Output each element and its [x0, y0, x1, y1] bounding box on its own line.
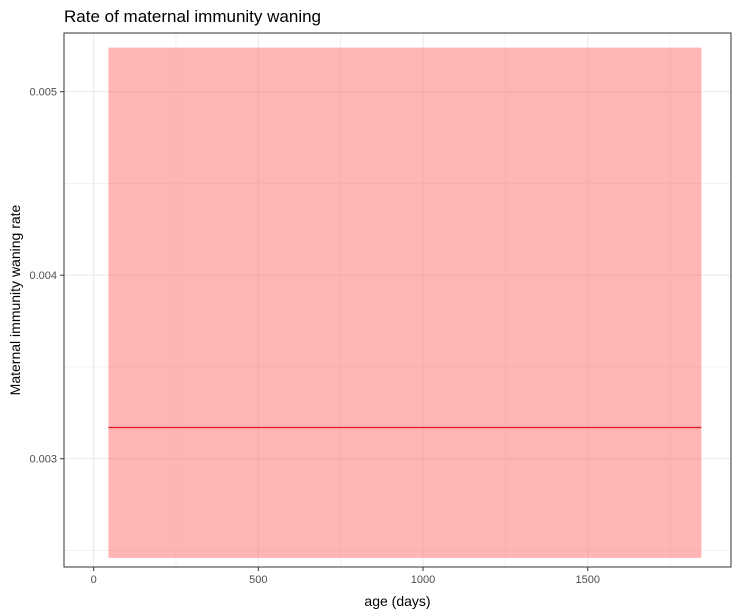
y-tick-label: 0.004	[29, 270, 57, 282]
axis-layer: 0 500 1000 1500 0.003 0.004 0.005	[29, 87, 599, 586]
confidence-ribbon	[108, 47, 702, 558]
x-tick-label: 1500	[575, 574, 599, 586]
y-axis-title: Maternal immunity waning rate	[7, 204, 23, 395]
x-tick-label: 1000	[411, 574, 435, 586]
x-axis-title: age (days)	[364, 593, 430, 609]
y-tick-label: 0.003	[29, 454, 57, 466]
y-tick-label: 0.005	[29, 87, 57, 99]
x-tick-label: 0	[91, 574, 97, 586]
series-layer	[108, 47, 702, 558]
chart-title: Rate of maternal immunity waning	[64, 7, 321, 26]
panel-border	[63, 32, 732, 568]
x-tick-label: 500	[249, 574, 267, 586]
